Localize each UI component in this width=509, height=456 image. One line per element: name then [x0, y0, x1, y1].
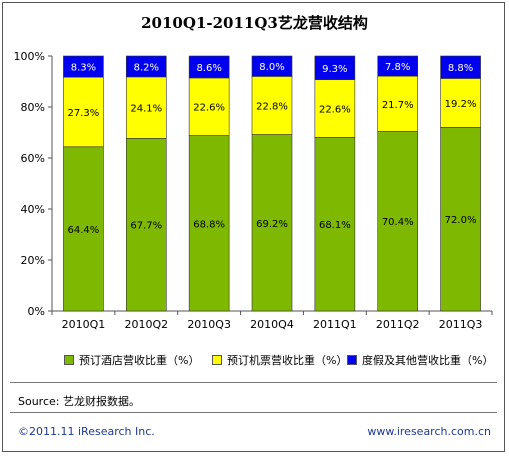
bar-segment — [125, 55, 167, 78]
bar-segment — [314, 55, 356, 81]
data-label: 70.4% — [382, 217, 414, 228]
data-label: 8.8% — [448, 63, 473, 74]
bar-segment — [251, 76, 293, 135]
data-label: 24.1% — [130, 104, 162, 115]
source-note: Source: 艺龙财报数据。 — [18, 395, 140, 408]
data-label: 21.7% — [382, 100, 414, 111]
x-tick-label: 2010Q3 — [187, 318, 231, 331]
bar-segment — [251, 55, 293, 77]
legend-label-vacation-other: 度假及其他营收比重（%） — [362, 354, 494, 367]
data-label: 8.2% — [134, 62, 159, 73]
x-tick-label: 2010Q4 — [250, 318, 294, 331]
y-tick-label: 40% — [21, 203, 45, 216]
y-tick-label: 20% — [21, 254, 45, 267]
data-label: 27.3% — [68, 108, 100, 119]
bar-segment — [377, 55, 419, 77]
legend-item-air-ticket: 预订机票营收比重（%） — [212, 352, 347, 368]
data-label: 8.6% — [196, 63, 221, 74]
data-label: 8.3% — [71, 63, 96, 74]
data-label: 72.0% — [445, 215, 477, 226]
legend-swatch-vacation-other — [347, 355, 357, 365]
website-link[interactable]: www.iresearch.com.cn — [367, 425, 491, 438]
bar-segment — [440, 55, 481, 79]
data-label: 8.0% — [259, 62, 284, 73]
separator-bottom — [10, 412, 497, 413]
bar-segment — [440, 78, 481, 128]
bar-segment — [188, 77, 230, 136]
data-label: 9.3% — [322, 64, 347, 75]
x-tick-label: 2010Q1 — [62, 318, 106, 331]
bar-segment — [125, 138, 167, 312]
data-label: 7.8% — [385, 62, 410, 73]
x-tick-label: 2011Q1 — [313, 318, 357, 331]
bar-segment — [63, 55, 104, 78]
data-label: 22.6% — [319, 105, 351, 116]
legend-item-vacation-other: 度假及其他营收比重（%） — [347, 352, 493, 368]
legend: 预订酒店营收比重（%） 预订机票营收比重（%） 度假及其他营收比重（%） — [64, 352, 494, 368]
legend-label-air-ticket: 预订机票营收比重（%） — [227, 354, 348, 367]
data-label: 69.2% — [256, 219, 288, 230]
bar-segment — [314, 137, 356, 312]
legend-label-hotel: 预订酒店营收比重（%） — [79, 354, 200, 367]
x-tick-label: 2010Q2 — [124, 318, 168, 331]
bar-segment — [440, 127, 481, 312]
bar-segment — [188, 135, 230, 312]
data-label: 64.4% — [68, 225, 100, 236]
data-label: 68.8% — [193, 219, 225, 230]
y-tick-label: 0% — [28, 305, 45, 318]
data-label: 67.7% — [130, 221, 162, 232]
data-label: 19.2% — [445, 99, 477, 110]
data-label: 68.1% — [319, 220, 351, 231]
x-tick-label: 2011Q2 — [376, 318, 420, 331]
bar-segment — [63, 146, 104, 312]
bar-segment — [63, 76, 104, 148]
bar-segment — [377, 131, 419, 312]
bar-segment — [251, 134, 293, 312]
separator-top — [10, 382, 497, 383]
chart-title: 2010Q1-2011Q3艺龙营收结构 — [141, 14, 368, 32]
stacked-bar-chart: 0% 20% 40% 60% 80% 100% 64.4% 27.3% 8.3% 2010Q1 67… — [14, 50, 493, 331]
bar-segment — [188, 55, 230, 79]
y-tick-label: 100% — [14, 50, 45, 63]
legend-swatch-hotel — [64, 355, 74, 365]
legend-item-hotel: 预订酒店营收比重（%） — [64, 352, 199, 368]
bar-segment — [377, 75, 419, 132]
bar-segment — [125, 76, 167, 139]
y-tick-label: 80% — [21, 101, 45, 114]
legend-swatch-air-ticket — [212, 355, 222, 365]
data-label: 22.6% — [193, 103, 225, 114]
x-tick-label: 2011Q3 — [439, 318, 483, 331]
copyright-text: ©2011.11 iResearch Inc. — [18, 425, 155, 438]
y-tick-label: 60% — [21, 152, 45, 165]
data-label: 22.8% — [256, 101, 288, 112]
